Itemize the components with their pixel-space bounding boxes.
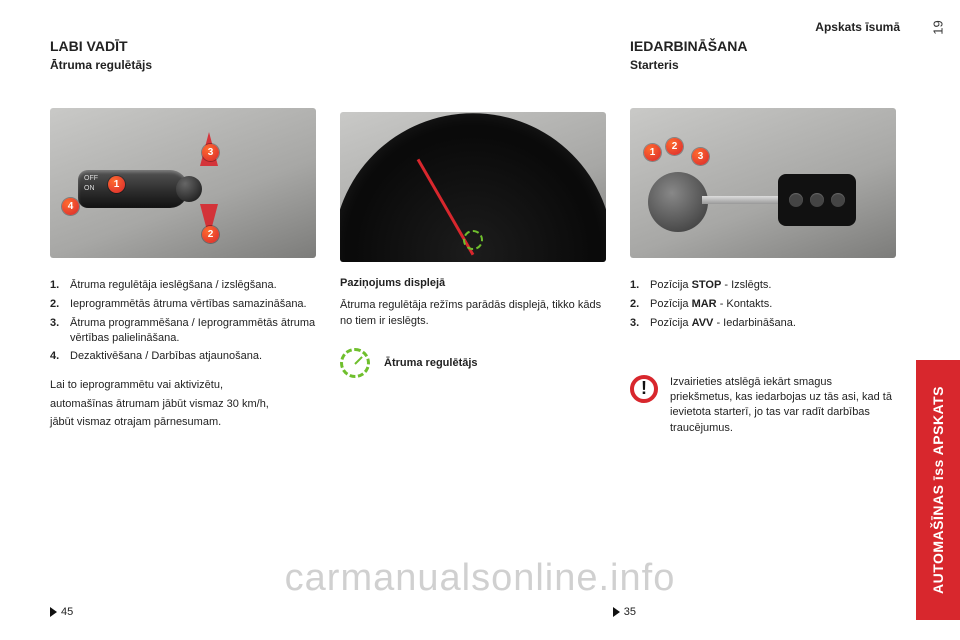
list-text: Pozīcija AVV - Iedarbināšana. (650, 316, 796, 331)
watermark-text: carmanualsonline.info (0, 557, 960, 600)
callout-marker-3: 3 (692, 148, 709, 165)
triangle-right-icon (50, 607, 57, 617)
warning-text: Izvairieties atslēgā iekārt smagus priek… (670, 375, 896, 437)
page-number: 19 (931, 20, 946, 34)
list-item: 4.Dezaktivēšana / Darbības atjaunošana. (50, 349, 316, 364)
list-num: 3. (630, 316, 650, 331)
section-tab: AUTOMAŠĪNAS īss APSKATS (916, 360, 960, 620)
list-num: 3. (50, 316, 70, 346)
display-body: Ātruma regulētāja režīms parādās displej… (340, 298, 606, 329)
warning-icon: ! (630, 375, 658, 403)
section-tab-label: AUTOMAŠĪNAS īss APSKATS (930, 386, 946, 594)
icon-legend-label: Ātruma regulētājs (384, 357, 478, 369)
list-num: 2. (50, 297, 70, 312)
manual-page: Apskats īsumā LABI VADĪT Ātruma regulētā… (0, 0, 960, 640)
cruise-indicator-icon (463, 230, 483, 250)
list-item: 3. Pozīcija AVV - Iedarbināšana. (630, 316, 896, 331)
callout-marker-4: 4 (62, 198, 79, 215)
right-rail: 19 AUTOMAŠĪNAS īss APSKATS (916, 0, 960, 640)
list-text: Pozīcija STOP - Izslēgts. (650, 278, 771, 293)
figure-ignition-key: 1 2 3 (630, 108, 896, 258)
col1-step-list: 1.Ātruma regulētāja ieslēgšana / izslēgš… (50, 278, 316, 368)
list-text: Ātruma regulētāja ieslēgšana / izslēgšan… (70, 278, 277, 293)
callout-marker-2: 2 (666, 138, 683, 155)
col1-title: LABI VADĪT (50, 38, 316, 54)
keyfob-button-icon (831, 193, 845, 207)
display-heading: Paziņojums displejā (340, 276, 606, 291)
key-fob-graphic (778, 174, 856, 226)
page-ref-left: 45 (50, 606, 73, 618)
stalk-off-label: OFF (84, 174, 98, 184)
icon-legend-row: Ātruma regulētājs (340, 348, 606, 378)
list-text: Dezaktivēšana / Darbības atjaunošana. (70, 349, 262, 364)
page-ref-right: 35 (613, 606, 636, 618)
key-blade-graphic (702, 196, 782, 204)
page-ref-number: 45 (61, 606, 73, 618)
callout-marker-2: 2 (202, 226, 219, 243)
content-columns: LABI VADĪT Ātruma regulētājs OFF ON 1 2 … (50, 38, 960, 439)
callout-marker-3: 3 (202, 144, 219, 161)
col3-step-list: 1. Pozīcija STOP - Izslēgts. 2. Pozīcija… (630, 278, 896, 335)
list-num: 1. (50, 278, 70, 293)
figure-cruise-stalk: OFF ON 1 2 3 4 (50, 108, 316, 258)
col3-subtitle: Starteris (630, 58, 896, 72)
col1-para: jābūt vismaz otrajam pārnesumam. (50, 415, 316, 430)
list-text: Pozīcija MAR - Kontakts. (650, 297, 772, 312)
callout-marker-1: 1 (644, 144, 661, 161)
callout-marker-1: 1 (108, 176, 125, 193)
warning-block: ! Izvairieties atslēgā iekārt smagus pri… (630, 375, 896, 440)
list-item: 2. Pozīcija MAR - Kontakts. (630, 297, 896, 312)
stalk-on-label: ON (84, 184, 98, 194)
col1-para: Lai to ieprogrammētu vai aktivizētu, (50, 378, 316, 393)
list-item: 1. Pozīcija STOP - Izslēgts. (630, 278, 896, 293)
list-num: 1. (630, 278, 650, 293)
list-item: 3.Ātruma programmēšana / Ieprogrammētās … (50, 316, 316, 346)
keyfob-button-icon (810, 193, 824, 207)
figure-instrument-cluster (340, 112, 606, 262)
column-display: Paziņojums displejā Ātruma regulētāja re… (340, 38, 606, 439)
column-drive-well: LABI VADĪT Ātruma regulētājs OFF ON 1 2 … (50, 38, 316, 439)
list-num: 2. (630, 297, 650, 312)
triangle-right-icon (613, 607, 620, 617)
header-row: Apskats īsumā (50, 20, 960, 34)
page-ref-number: 35 (624, 606, 636, 618)
list-num: 4. (50, 349, 70, 364)
column-starting: IEDARBINĀŠANA Starteris 1 2 3 1. Poz (630, 38, 896, 439)
col1-para: automašīnas ātrumam jābūt vismaz 30 km/h… (50, 397, 316, 412)
ignition-barrel-graphic (648, 172, 708, 232)
col1-subtitle: Ātruma regulētājs (50, 58, 316, 72)
cruise-stalk-graphic: OFF ON (78, 170, 188, 208)
section-label: Apskats īsumā (815, 20, 900, 34)
list-item: 2.Ieprogrammētās ātruma vērtības samazin… (50, 297, 316, 312)
list-text: Ātruma programmēšana / Ieprogrammētās āt… (70, 316, 316, 346)
col3-title: IEDARBINĀŠANA (630, 38, 896, 54)
page-ref-row: 45 35 (50, 606, 896, 618)
list-item: 1.Ātruma regulētāja ieslēgšana / izslēgš… (50, 278, 316, 293)
list-text: Ieprogrammētās ātruma vērtības samazināš… (70, 297, 307, 312)
cruise-control-icon (340, 348, 370, 378)
keyfob-button-icon (789, 193, 803, 207)
